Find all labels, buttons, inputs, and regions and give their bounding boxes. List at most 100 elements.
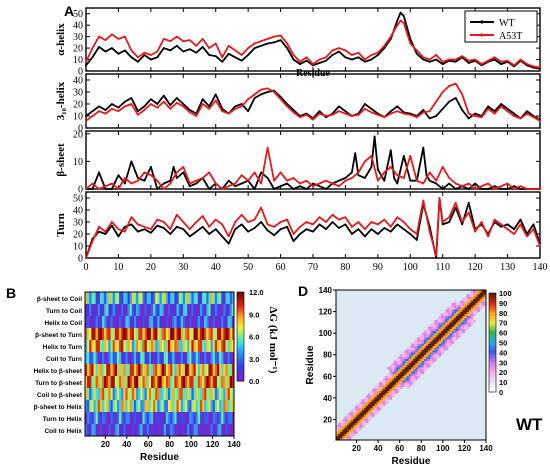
x-tick-label: 100 (403, 262, 418, 273)
heatmap-cell (108, 340, 111, 353)
heatmap-cell (208, 304, 211, 317)
heatmap-cell (123, 364, 126, 377)
data-point-wt (480, 188, 483, 190)
data-point-wt (156, 56, 159, 59)
colorbar-segment (489, 316, 496, 319)
contact-cell (363, 405, 367, 409)
contact-cell (471, 290, 474, 293)
contact-cell (381, 403, 384, 407)
heatmap-cell (165, 316, 169, 329)
data-point-wt (351, 58, 353, 61)
contact-cell (449, 311, 453, 314)
colorbar-tick-label: 20 (499, 368, 507, 377)
heatmap-cell (159, 328, 163, 341)
contact-cell (391, 384, 395, 387)
y-tick-label: 60 (323, 372, 332, 381)
contact-cell (445, 337, 448, 340)
contact-cell (344, 433, 348, 437)
contact-cell (348, 425, 352, 428)
data-point-a53t (162, 221, 165, 223)
contact-cell (363, 407, 367, 411)
heatmap-cell (123, 316, 126, 329)
data-point-a53t (513, 233, 515, 235)
heatmap-cell (197, 292, 201, 305)
data-point-a53t (208, 225, 211, 228)
heatmap-cell (146, 400, 150, 413)
legend-marker (480, 33, 484, 37)
data-point-wt (195, 230, 198, 233)
contact-cell (408, 377, 412, 381)
contact-cell (438, 339, 442, 342)
data-point-wt (351, 171, 353, 174)
data-point-a53t (240, 105, 243, 108)
data-point-a53t (247, 221, 250, 223)
contact-cell (355, 427, 358, 430)
heatmap-cell (225, 292, 229, 305)
heatmap-cell (95, 352, 99, 365)
contact-cell (481, 290, 485, 293)
heatmap-cell (182, 364, 186, 377)
heatmap-cell (114, 376, 118, 389)
contact-cell (415, 354, 418, 357)
data-point-a53t (195, 221, 198, 223)
heatmap-cell (176, 328, 180, 341)
heatmap-cell (155, 316, 158, 329)
colorbar-segment (489, 309, 496, 312)
contact-cell (432, 358, 435, 362)
data-point-wt (107, 188, 110, 190)
heatmap-cell (106, 304, 109, 317)
heatmap-cell (129, 352, 133, 365)
heatmap-cell (131, 424, 135, 437)
data-point-a53t (454, 182, 457, 185)
data-point-a53t (409, 113, 412, 116)
heatmap-cell (121, 328, 124, 341)
heatmap-cell (178, 340, 182, 353)
contact-cell (477, 292, 480, 295)
contact-cell (404, 377, 408, 381)
heatmap-cell (210, 316, 214, 329)
data-point-a53t (156, 50, 159, 53)
heatmap-cell (212, 400, 216, 413)
heatmap-cell (225, 412, 229, 425)
contact-cell (468, 309, 472, 312)
heatmap-cell (180, 292, 184, 305)
heatmap-cell (142, 364, 145, 377)
heatmap-cell (93, 316, 97, 329)
heatmap-cell (97, 328, 101, 341)
contact-cell (483, 290, 487, 293)
contact-cell (456, 328, 459, 332)
contact-cell (348, 427, 352, 430)
contact-cell (357, 422, 360, 426)
contact-cell (473, 294, 476, 297)
colorbar-segment (489, 357, 496, 360)
contact-cell (396, 377, 399, 381)
contact-cell (434, 339, 438, 342)
contact-cell (464, 300, 468, 304)
contact-cell (458, 311, 461, 314)
data-point-wt (513, 185, 515, 188)
data-point-wt (506, 107, 509, 110)
series-line-wt (85, 197, 541, 259)
data-point-a53t (273, 91, 275, 93)
contact-cell (462, 324, 465, 327)
data-point-a53t (377, 223, 379, 226)
heatmap-cell (208, 352, 211, 365)
contact-cell (419, 343, 423, 347)
contact-cell (419, 337, 423, 340)
data-point-a53t (396, 174, 399, 177)
colorbar-segment (489, 330, 496, 334)
contact-cell (445, 324, 448, 327)
contact-cell (423, 341, 427, 344)
heatmap-cell (182, 400, 186, 413)
heatmap-cell (110, 364, 114, 377)
contact-cell (462, 311, 465, 314)
heatmap-cell (142, 304, 145, 317)
x-tick-label: 0 (84, 262, 89, 273)
data-point-wt (506, 188, 509, 190)
data-point-wt (422, 109, 425, 111)
colorbar-segment (489, 306, 496, 309)
colorbar-tick-label: 10 (499, 378, 507, 387)
contact-cell (359, 410, 363, 413)
contact-cell (391, 371, 395, 374)
